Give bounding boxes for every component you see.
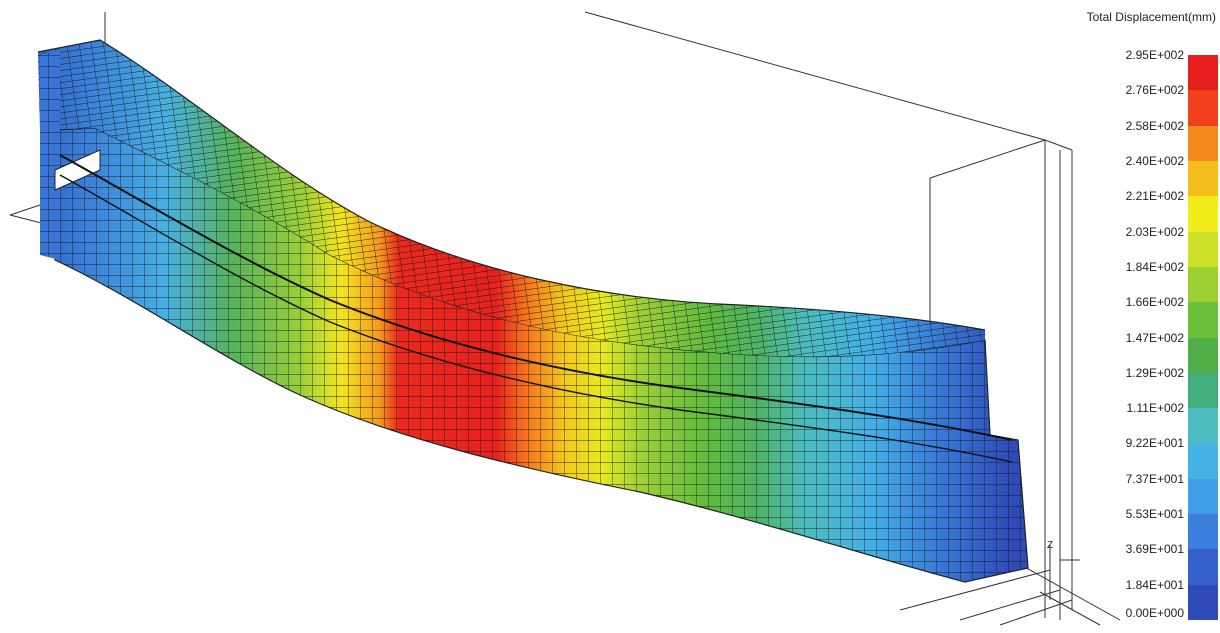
color-band xyxy=(1188,160,1218,197)
color-scale-tick-label: 1.47E+002 xyxy=(1125,330,1184,345)
color-band xyxy=(1188,443,1218,479)
color-band xyxy=(1188,408,1218,444)
color-scale-tick-label: 1.11E+002 xyxy=(1126,401,1185,416)
color-scale-tick-label: 1.84E+002 xyxy=(1125,259,1184,274)
color-scale-tick-label: 2.21E+002 xyxy=(1125,189,1184,204)
color-band xyxy=(1188,90,1218,126)
color-scale-tick-label: 3.69E+001 xyxy=(1125,542,1184,557)
color-band xyxy=(1188,196,1218,232)
color-band xyxy=(1188,302,1218,338)
axis-z-label: Z xyxy=(1047,540,1053,551)
color-scale-tick-label: 7.37E+001 xyxy=(1125,471,1184,486)
color-scale-tick-label: 9.22E+001 xyxy=(1125,436,1184,451)
color-band xyxy=(1188,125,1218,161)
color-scale-tick-label: 5.53E+001 xyxy=(1125,507,1184,522)
color-scale-tick-label: 2.03E+002 xyxy=(1125,224,1184,239)
beam-top-face xyxy=(37,39,986,357)
color-band xyxy=(1188,337,1218,373)
beam-left-end xyxy=(40,50,101,260)
color-scale-tick-label: 1.29E+002 xyxy=(1125,365,1184,380)
beam-front-face xyxy=(54,127,1029,583)
color-band xyxy=(1188,55,1218,91)
color-band xyxy=(1188,478,1218,515)
color-scale-tick-label: 1.84E+001 xyxy=(1125,577,1184,592)
color-band xyxy=(1188,584,1218,620)
color-scale-tick-label: 1.66E+002 xyxy=(1125,295,1184,310)
legend-title: Total Displacement(mm) xyxy=(1086,10,1216,24)
color-band xyxy=(1188,372,1218,409)
color-scale-bar xyxy=(1188,55,1218,620)
color-scale-tick-label: 2.40E+002 xyxy=(1125,153,1184,168)
color-band xyxy=(1188,231,1218,267)
color-band xyxy=(1188,514,1218,550)
color-band xyxy=(1188,549,1218,585)
color-band xyxy=(1188,266,1218,303)
color-scale-tick-label: 0.00E+000 xyxy=(1125,606,1184,620)
flange-joint xyxy=(59,154,1013,463)
color-scale-tick-label: 2.58E+002 xyxy=(1125,118,1184,133)
color-scale-tick-label: 2.76E+002 xyxy=(1125,83,1184,98)
color-scale-tick-label: 2.95E+002 xyxy=(1125,48,1184,62)
reference-frame xyxy=(9,11,1121,626)
